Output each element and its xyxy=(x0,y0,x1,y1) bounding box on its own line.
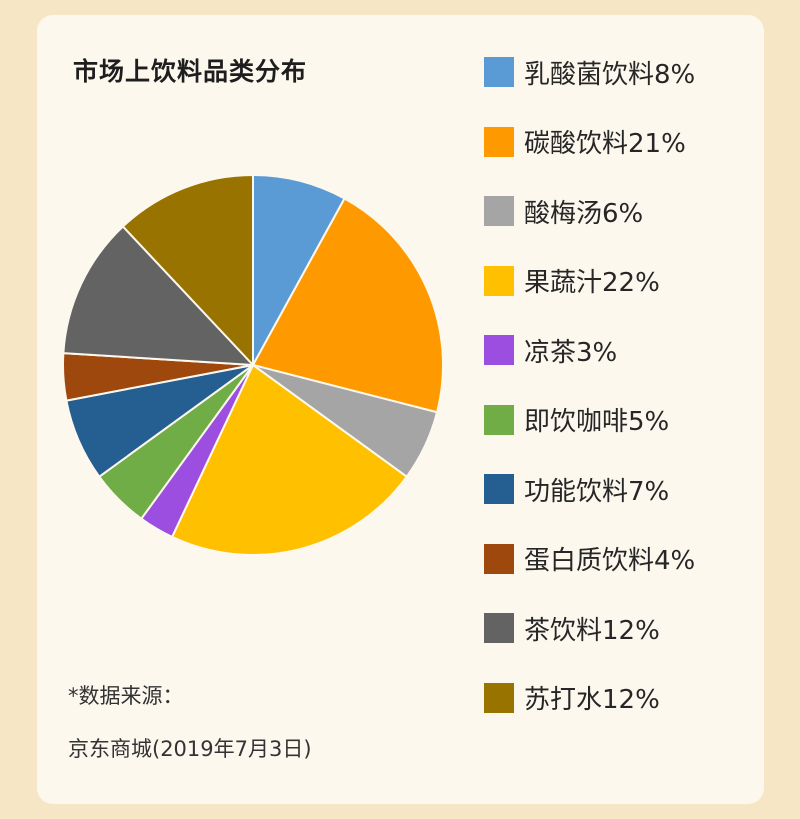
source-detail: 京东商城(2019年7月3日) xyxy=(68,737,312,761)
legend-item: 即饮咖啡5% xyxy=(484,400,669,440)
legend-item: 茶饮料12% xyxy=(484,608,660,648)
legend-item: 功能饮料7% xyxy=(484,469,669,509)
legend-label: 酸梅汤6% xyxy=(524,198,644,229)
legend-item: 碳酸饮料21% xyxy=(484,122,686,162)
pie-slice-0 xyxy=(252,174,346,366)
legend-label: 功能饮料7% xyxy=(524,476,670,507)
legend-item: 乳酸菌饮料8% xyxy=(484,52,695,92)
legend-label: 乳酸菌饮料8% xyxy=(524,59,696,90)
pie-slice-8 xyxy=(62,225,254,366)
legend-label: 凉茶3% xyxy=(524,337,618,368)
legend-item: 果蔬汁22% xyxy=(484,261,660,301)
source-label: *数据来源： xyxy=(68,684,184,708)
legend-swatch xyxy=(484,335,514,365)
legend-label: 碳酸饮料21% xyxy=(524,129,686,159)
pie-slice-1 xyxy=(252,197,444,414)
pie-slice-9 xyxy=(121,174,254,366)
chart-title: 市场上饮料品类分布 xyxy=(73,57,308,86)
legend-swatch xyxy=(484,404,514,435)
legend-swatch xyxy=(484,682,514,713)
legend-swatch xyxy=(484,57,514,87)
legend-swatch xyxy=(484,126,514,157)
legend-label: 果蔬汁22% xyxy=(524,268,660,298)
legend-swatch xyxy=(484,196,514,226)
legend-label: 蛋白质饮料4% xyxy=(524,546,696,576)
legend-item: 苏打水12% xyxy=(484,678,660,718)
legend-swatch xyxy=(484,543,514,574)
legend-swatch xyxy=(484,613,514,643)
legend-label: 茶饮料12% xyxy=(524,615,660,646)
legend-item: 蛋白质饮料4% xyxy=(484,539,695,579)
legend-item: 酸梅汤6% xyxy=(484,191,643,231)
legend-item: 凉茶3% xyxy=(484,330,617,370)
legend-swatch xyxy=(484,265,514,296)
legend-label: 苏打水12% xyxy=(524,685,660,715)
legend-label: 即饮咖啡5% xyxy=(524,407,670,437)
legend-swatch xyxy=(484,474,514,504)
